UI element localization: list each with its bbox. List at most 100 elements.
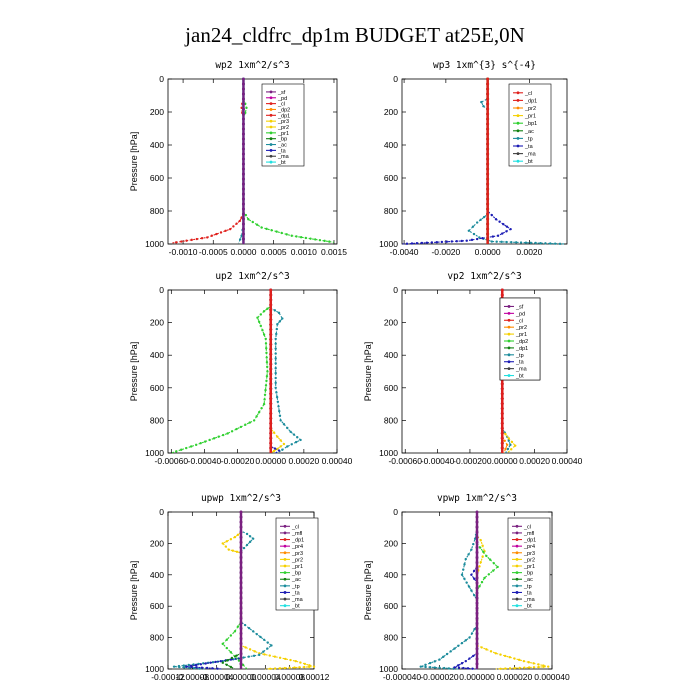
legend-entry: _sf: [277, 90, 286, 96]
series-marker: [500, 407, 504, 411]
series-marker: [194, 663, 198, 667]
series-marker: [269, 407, 273, 411]
legend-marker: [269, 137, 273, 141]
legend-entry: _ta: [523, 590, 533, 596]
y-tick-label: 400: [384, 140, 398, 150]
series-marker: [276, 323, 279, 326]
series-marker: [475, 642, 479, 646]
series-marker: [504, 667, 507, 670]
series-marker: [460, 239, 463, 243]
legend-marker: [283, 557, 287, 561]
series-marker: [294, 659, 297, 663]
series-marker: [475, 510, 479, 514]
legend-marker: [507, 311, 511, 315]
legend-entry: _pr2: [524, 106, 536, 112]
x-tick-label: -0.00004: [200, 672, 234, 682]
series-marker: [428, 666, 432, 669]
y-tick-label: 200: [150, 318, 164, 328]
series-marker: [239, 520, 243, 524]
series-marker: [510, 440, 514, 444]
series-marker: [486, 122, 490, 126]
series-marker: [486, 147, 490, 151]
series-marker: [266, 307, 269, 310]
series-marker: [475, 551, 479, 555]
legend-entry: _bt: [515, 374, 524, 380]
series-marker: [269, 446, 273, 450]
chart-panel-6: vpwp 1xm^2/s^3 0 200 400 600 800 1000-0.000040…: [363, 493, 570, 682]
series-marker: [183, 666, 186, 669]
series-marker: [219, 659, 222, 663]
series-marker: [269, 382, 273, 386]
series-marker: [486, 227, 490, 231]
series-line: [476, 512, 549, 670]
y-tick-label: 1000: [379, 239, 398, 249]
series-marker: [256, 316, 259, 319]
x-tick-label: 0.0015: [321, 247, 347, 257]
series-marker: [253, 650, 256, 653]
series-marker: [517, 658, 521, 662]
series-marker: [278, 414, 282, 417]
series-marker: [241, 127, 245, 131]
series-marker: [241, 212, 245, 216]
series-marker: [239, 525, 243, 529]
series-marker: [286, 445, 289, 448]
legend-marker: [269, 125, 273, 129]
legend-marker: [515, 591, 519, 594]
legend-entry: _pr1: [523, 564, 535, 570]
legend-entry: _pr2: [515, 325, 527, 331]
x-tick-label: 0.000020: [497, 672, 533, 682]
series-marker: [475, 545, 479, 549]
y-tick-label: 800: [384, 206, 398, 216]
series-marker: [513, 657, 516, 660]
series-marker: [269, 372, 273, 376]
panel-title: wp2 1xm^2/s^3: [215, 60, 289, 71]
series-marker: [500, 382, 504, 386]
series-marker: [269, 347, 273, 351]
series-marker: [194, 443, 198, 447]
series-marker: [462, 666, 465, 670]
x-tick-label: 0.0020: [516, 247, 542, 257]
chart-panel-4: vp2 1xm^2/s^302004006008001000-0.00060-0…: [363, 271, 583, 466]
series-marker: [241, 97, 245, 101]
legend: _cl_mfl_dp1_pr4_pr3_pr2_pr1_bp_ac_tp_ta_…: [507, 517, 551, 611]
series-marker: [504, 433, 507, 436]
series-marker: [504, 447, 507, 451]
legend-marker: [283, 551, 287, 555]
series-marker: [500, 392, 504, 396]
series-marker: [239, 642, 243, 646]
legend-marker: [516, 129, 520, 133]
legend-marker: [283, 564, 287, 568]
series-marker: [424, 665, 427, 669]
series-marker: [442, 666, 446, 670]
series-marker: [241, 177, 245, 181]
legend-entry: _dp1: [523, 538, 536, 544]
series-marker: [241, 182, 245, 186]
series-marker: [255, 223, 259, 226]
series-marker: [304, 236, 308, 240]
series-marker: [265, 351, 268, 355]
legend-marker: [515, 597, 519, 601]
series-marker: [275, 327, 279, 331]
series-marker: [486, 232, 490, 236]
legend-marker: [515, 564, 519, 568]
series-marker: [239, 425, 243, 429]
series-marker: [233, 535, 237, 539]
series-marker: [180, 448, 183, 451]
series-marker: [481, 237, 484, 240]
series-marker: [269, 387, 273, 391]
series-marker: [472, 654, 475, 658]
legend-entry: _bp: [523, 571, 533, 577]
series-marker: [244, 423, 247, 426]
series-marker: [225, 663, 229, 667]
series-marker: [275, 332, 278, 336]
legend-marker: [507, 339, 511, 343]
x-tick-label: 0.00040: [322, 456, 353, 466]
legend-entry: _pr1: [291, 564, 303, 570]
series-marker: [265, 227, 268, 231]
series-marker: [276, 400, 280, 403]
series-marker: [500, 387, 504, 391]
series-marker: [475, 662, 479, 666]
series-marker: [465, 239, 468, 242]
legend-marker: [507, 332, 511, 336]
series-marker: [420, 241, 424, 245]
